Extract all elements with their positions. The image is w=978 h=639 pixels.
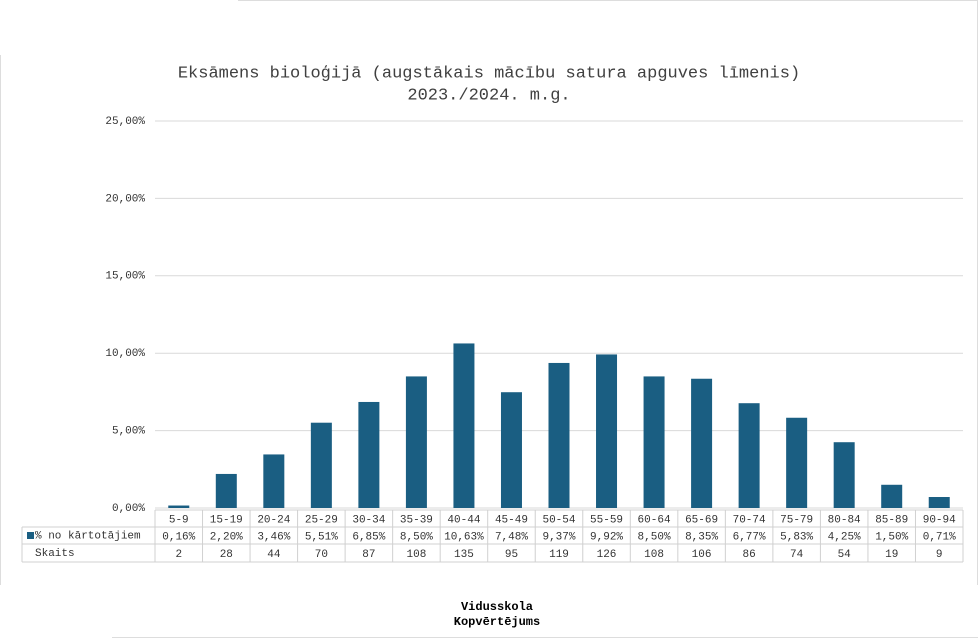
footer-label: Vidusskola — [461, 600, 533, 614]
count-label: 106 — [692, 549, 712, 561]
x-tick-label: 15-19 — [210, 514, 243, 526]
count-label: 87 — [362, 549, 375, 561]
y-tick-label: 20,00% — [105, 193, 145, 205]
bar — [928, 497, 950, 508]
x-tick-label: 30-34 — [352, 514, 385, 526]
value-label: 9,37% — [542, 531, 575, 543]
bar — [786, 417, 808, 508]
value-label: 6,77% — [733, 531, 766, 543]
x-tick-label: 85-89 — [875, 514, 908, 526]
row-label: Skaits — [35, 548, 75, 560]
count-label: 2 — [175, 549, 182, 561]
bar — [358, 401, 380, 508]
count-label: 86 — [743, 549, 756, 561]
bar — [833, 442, 855, 508]
chart-title: Eksāmens bioloģijā (augstākais mācību sa… — [178, 64, 800, 83]
footer-label: Kopvērtējums — [454, 615, 540, 629]
bar — [738, 403, 760, 508]
y-tick-label: 0,00% — [112, 503, 145, 515]
value-label: 4,25% — [828, 531, 861, 543]
x-tick-label: 45-49 — [495, 514, 528, 526]
bar — [691, 378, 713, 508]
value-label: 10,63% — [444, 531, 484, 543]
value-label: 2,20% — [210, 531, 243, 543]
bar — [596, 354, 618, 508]
value-label: 8,35% — [685, 531, 718, 543]
count-label: 108 — [407, 549, 427, 561]
count-label: 44 — [267, 549, 281, 561]
count-label: 19 — [885, 549, 898, 561]
x-tick-label: 70-74 — [733, 514, 766, 526]
y-tick-label: 5,00% — [112, 426, 145, 438]
value-label: 5,83% — [780, 531, 813, 543]
x-tick-label: 40-44 — [447, 514, 480, 526]
value-label: 6,85% — [352, 531, 385, 543]
count-label: 108 — [644, 549, 664, 561]
count-label: 74 — [790, 549, 804, 561]
count-label: 135 — [454, 549, 474, 561]
x-tick-label: 20-24 — [257, 514, 290, 526]
bar — [263, 454, 285, 508]
y-tick-label: 10,00% — [105, 348, 145, 360]
value-label: 0,71% — [923, 531, 956, 543]
value-label: 8,50% — [638, 531, 671, 543]
count-label: 54 — [838, 549, 852, 561]
legend-swatch — [27, 532, 34, 539]
count-label: 70 — [315, 549, 328, 561]
x-tick-label: 25-29 — [305, 514, 338, 526]
bar — [643, 376, 665, 508]
x-tick-label: 5-9 — [169, 514, 189, 526]
count-label: 126 — [597, 549, 617, 561]
bar — [168, 505, 190, 508]
count-label: 119 — [549, 549, 569, 561]
value-label: 3,46% — [257, 531, 290, 543]
bar — [453, 343, 475, 508]
count-label: 9 — [936, 549, 943, 561]
chart-title: 2023./2024. m.g. — [407, 86, 570, 105]
legend-label: % no kārtotājiem — [35, 530, 141, 542]
value-label: 0,16% — [162, 531, 195, 543]
x-tick-label: 60-64 — [638, 514, 671, 526]
bar — [548, 362, 570, 508]
y-tick-label: 15,00% — [105, 271, 145, 283]
value-label: 5,51% — [305, 531, 338, 543]
value-label: 9,92% — [590, 531, 623, 543]
x-tick-label: 65-69 — [685, 514, 718, 526]
count-label: 28 — [220, 549, 233, 561]
x-tick-label: 35-39 — [400, 514, 433, 526]
x-tick-label: 75-79 — [780, 514, 813, 526]
bar — [310, 422, 332, 508]
bar — [500, 392, 522, 508]
bar — [405, 376, 427, 508]
x-tick-label: 50-54 — [542, 514, 575, 526]
value-label: 7,48% — [495, 531, 528, 543]
x-tick-label: 80-84 — [828, 514, 861, 526]
y-tick-label: 25,00% — [105, 116, 145, 128]
x-tick-label: 55-59 — [590, 514, 623, 526]
x-tick-label: 90-94 — [923, 514, 956, 526]
bar — [881, 484, 903, 508]
count-label: 95 — [505, 549, 518, 561]
value-label: 8,50% — [400, 531, 433, 543]
value-label: 1,50% — [875, 531, 908, 543]
bar — [215, 473, 237, 508]
